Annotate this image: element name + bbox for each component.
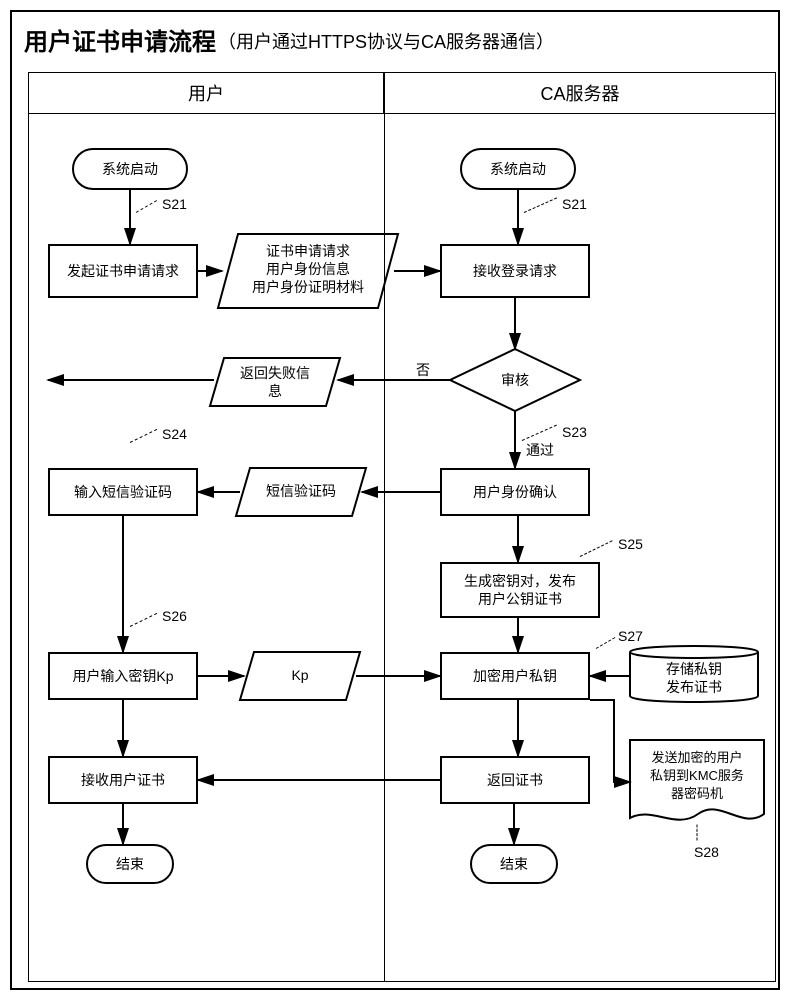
node-user-start: 系统启动 [72, 148, 188, 190]
node-c1: 接收登录请求 [440, 244, 590, 298]
node-ca-start: 系统启动 [460, 148, 576, 190]
edge-label-no: 否 [416, 360, 430, 380]
diagram-title-main: 用户证书申请流程 [24, 22, 216, 57]
node-c3: 生成密钥对，发布 用户公钥证书 [440, 562, 600, 618]
swimlane-divider [384, 114, 385, 982]
node-u2: 输入短信验证码 [48, 468, 198, 516]
node-u4: 接收用户证书 [48, 756, 198, 804]
node-c5: 返回证书 [440, 756, 590, 804]
node-u3: 用户输入密钥Kp [48, 652, 198, 700]
node-user-end: 结束 [86, 844, 174, 884]
swimlane-header-user: 用户 [28, 72, 384, 114]
diagram-title-sub: （用户通过HTTPS协议与CA服务器通信） [218, 28, 554, 54]
swimlane-header-ca: CA服务器 [384, 72, 776, 114]
node-u1: 发起证书申请请求 [48, 244, 198, 298]
edge-label-pass: 通过 [526, 440, 554, 460]
node-c2: 用户身份确认 [440, 468, 590, 516]
node-c4: 加密用户私钥 [440, 652, 590, 700]
diagram-canvas: 用户证书申请流程 （用户通过HTTPS协议与CA服务器通信） 用户 CA服务器 … [0, 0, 790, 1000]
node-ca-end: 结束 [470, 844, 558, 884]
